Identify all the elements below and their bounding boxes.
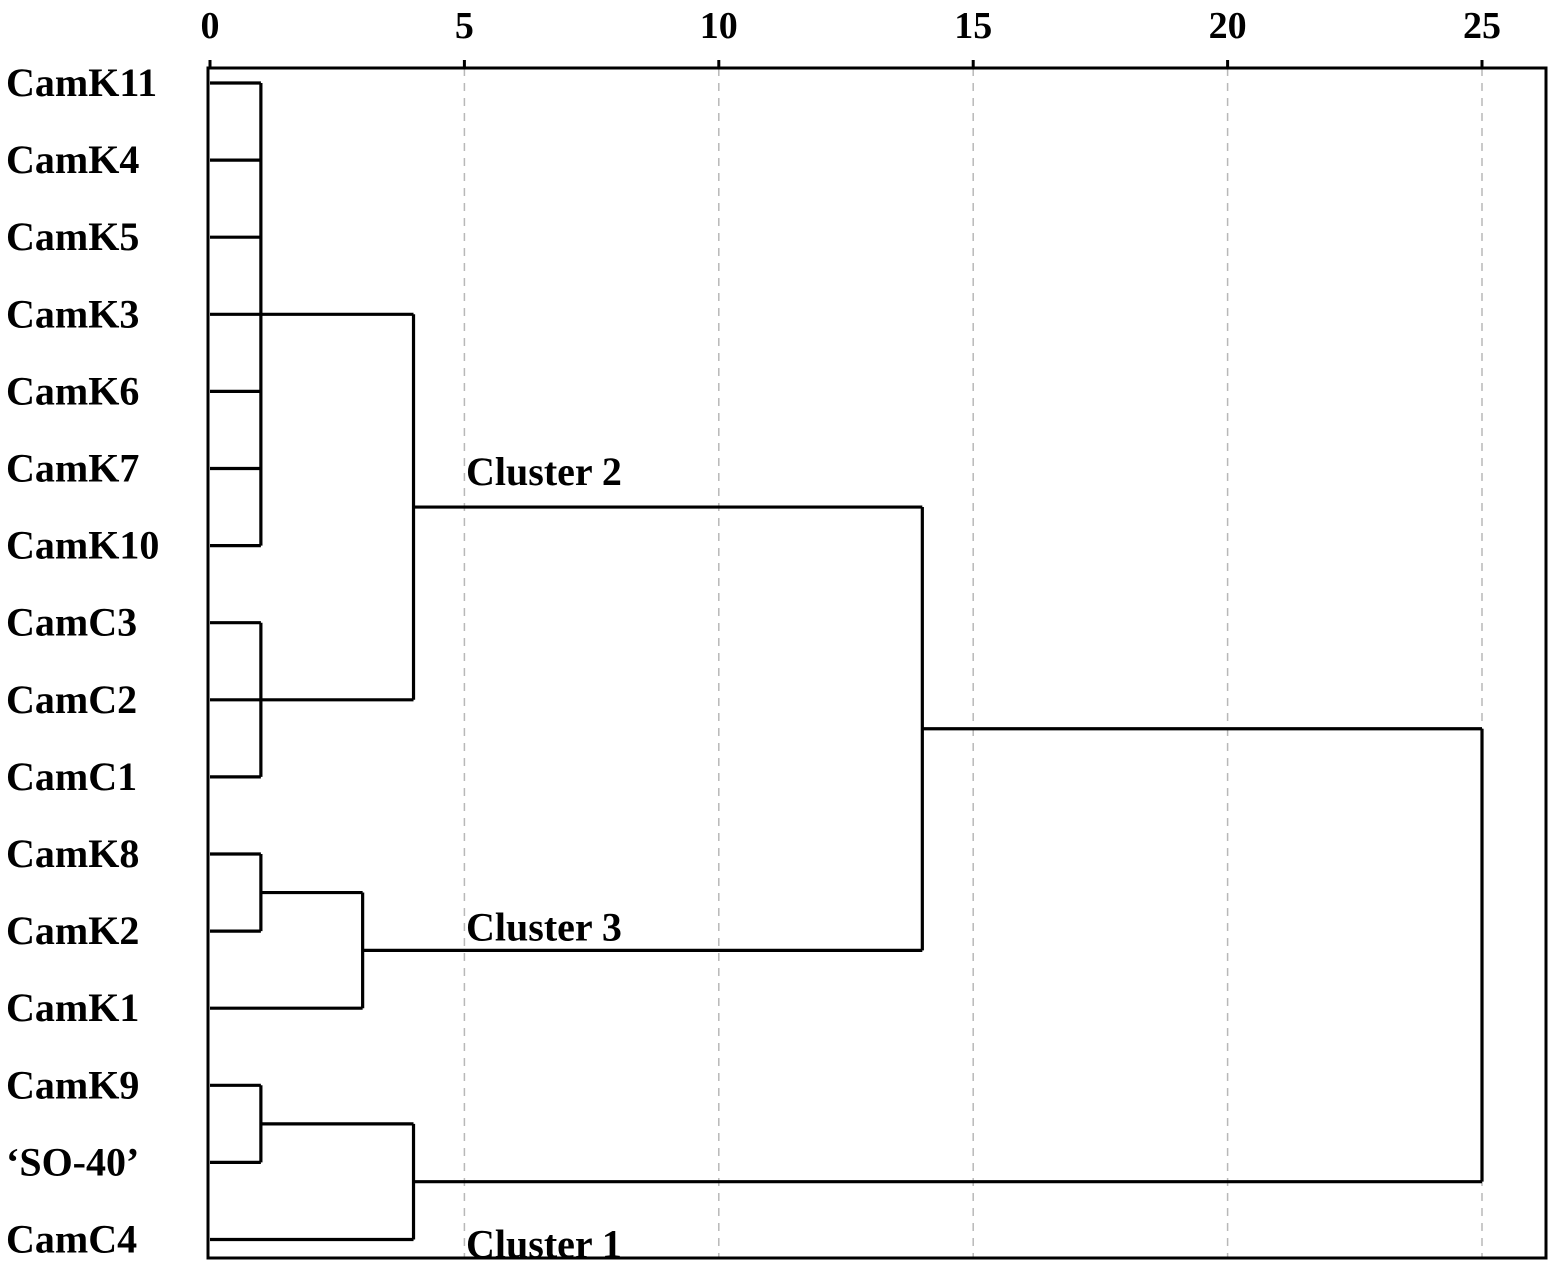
x-tick-label-20: 20	[1209, 5, 1247, 47]
leaf-label: CamK3	[6, 291, 139, 336]
leaf-label: CamC3	[6, 600, 137, 645]
plot-frame	[206, 66, 1548, 1260]
cluster-label: Cluster 2	[466, 449, 622, 494]
x-axis-ticks: 0 5 10 15 20 25	[201, 5, 1501, 68]
cluster-annotations: Cluster 2 Cluster 3 Cluster 1	[466, 449, 622, 1267]
leaf-label: CamK9	[6, 1062, 139, 1107]
leaf-label: CamK1	[6, 985, 139, 1030]
x-tick-label-5: 5	[455, 5, 474, 47]
leaf-label: CamK7	[6, 446, 139, 491]
leaf-label: CamK6	[6, 368, 139, 413]
cluster-label: Cluster 3	[466, 904, 622, 949]
dendrogram-branches	[210, 81, 1484, 1242]
leaf-label: CamC1	[6, 754, 137, 799]
leaf-label: CamC2	[6, 677, 137, 722]
leaf-label: CamC4	[6, 1217, 137, 1262]
leaf-label: ‘SO-40’	[6, 1139, 139, 1184]
leaf-label: CamK2	[6, 908, 139, 953]
grid-lines	[463, 68, 1483, 1258]
leaf-label: CamK4	[6, 137, 139, 182]
leaf-labels: CamK11 CamK4 CamK5 CamK3 CamK6 CamK7 CamK10 Cam…	[6, 60, 159, 1262]
leaf-label: CamK5	[6, 214, 139, 259]
x-tick-label-25: 25	[1463, 5, 1501, 47]
x-tick-label-15: 15	[954, 5, 992, 47]
leaf-label: CamK10	[6, 523, 159, 568]
cluster-label: Cluster 1	[466, 1222, 622, 1267]
x-tick-label-10: 10	[700, 5, 738, 47]
leaf-label: CamK8	[6, 831, 139, 876]
x-tick-label-0: 0	[201, 5, 220, 47]
leaf-label: CamK11	[6, 60, 157, 105]
